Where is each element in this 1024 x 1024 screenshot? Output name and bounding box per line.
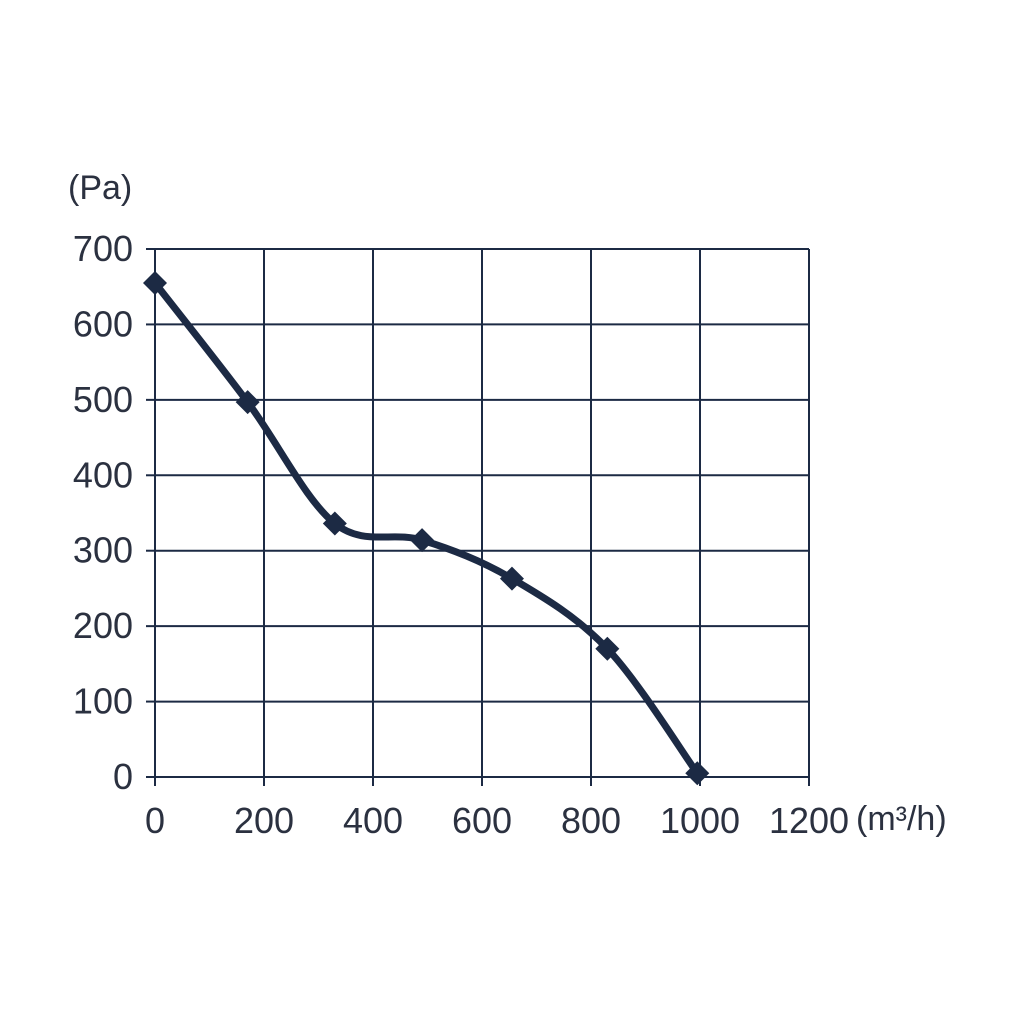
y-tick-label: 500 bbox=[73, 379, 133, 420]
data-point-marker bbox=[410, 528, 435, 553]
x-axis-unit-label: (m³/h) bbox=[856, 800, 947, 838]
x-tick-label: 1000 bbox=[660, 800, 740, 841]
data-point-marker bbox=[322, 511, 347, 536]
y-tick-label: 600 bbox=[73, 303, 133, 344]
y-tick-label: 400 bbox=[73, 454, 133, 495]
axis-ticks bbox=[146, 248, 810, 786]
data-point-marker bbox=[499, 566, 524, 591]
x-tick-label: 800 bbox=[561, 800, 621, 841]
y-tick-label: 100 bbox=[73, 681, 133, 722]
x-tick-label: 200 bbox=[234, 800, 294, 841]
data-point-marker bbox=[685, 761, 710, 786]
axis-labels: (Pa) (m³/h) 0 200 400 600 800 1000 1200 0 100 200… bbox=[68, 169, 947, 841]
y-tick-label: 200 bbox=[73, 605, 133, 646]
y-tick-label: 700 bbox=[73, 228, 133, 269]
x-tick-label: 600 bbox=[452, 800, 512, 841]
data-point-marker bbox=[143, 270, 167, 295]
x-tick-label: 1200 bbox=[769, 800, 849, 841]
y-tick-label: 0 bbox=[113, 756, 133, 797]
x-tick-label: 400 bbox=[343, 800, 403, 841]
series-group bbox=[151, 279, 701, 777]
markers bbox=[143, 270, 710, 786]
y-tick-label: 300 bbox=[73, 530, 133, 571]
grid bbox=[154, 248, 810, 778]
series-line bbox=[151, 279, 701, 777]
y-axis-unit-label: (Pa) bbox=[68, 169, 132, 207]
x-tick-label: 0 bbox=[145, 800, 165, 841]
data-point-marker bbox=[595, 636, 620, 661]
data-point-marker bbox=[235, 390, 260, 415]
